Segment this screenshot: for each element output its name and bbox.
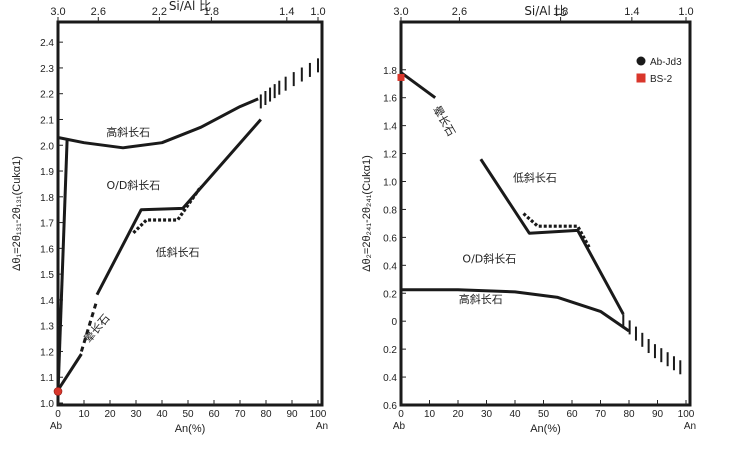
series-高斜长石	[57, 97, 259, 150]
top-tick-label: 1.0	[310, 6, 325, 18]
legend-label-Ab-Jd3: Ab-Jd3	[650, 57, 682, 68]
chart-left: 3.0 2.6 2.2 1.8 1.4 1.0 Si/Al 比 1.0 1.1 1.2 1.3 1.4…	[11, 0, 328, 435]
y-tick-label: 2.1	[40, 115, 54, 126]
x-tick-label: 0	[398, 409, 404, 420]
x-tick-label: 0	[55, 409, 61, 420]
annotation: O/D斜长石	[106, 179, 160, 192]
annotation: 晕长石	[81, 312, 112, 346]
top-tick-label: 1.0	[678, 6, 693, 18]
legend-swatch-BS-2	[636, 73, 646, 83]
top-tick-label: 2.6	[91, 6, 106, 18]
annotation: 低斜长石	[156, 246, 200, 259]
plot-frame	[399, 20, 692, 407]
legend-swatch-Ab-Jd3	[636, 56, 646, 66]
top-tick-label: 2.2	[152, 6, 167, 18]
y-tick-label: 1.7	[40, 219, 54, 230]
x-tick-label: 10	[424, 409, 436, 420]
x-tick-label: 80	[623, 409, 635, 420]
y-tick-label: 0	[391, 317, 397, 328]
y-tick-label: 0.4	[383, 373, 397, 384]
x-tick-label: 20	[104, 409, 116, 420]
x-tick-label: 70	[234, 409, 246, 420]
series-钠长石-segment	[56, 353, 83, 391]
x-end-label-end: An	[316, 421, 328, 432]
y-tick-label: 0.8	[383, 205, 397, 216]
y-tick-label: 1.0	[40, 399, 54, 410]
y-tick-label: 2.0	[40, 141, 54, 152]
x-axis-label: An(%)	[530, 423, 561, 435]
y-tick-label: 1.6	[40, 244, 54, 255]
legend-label-BS-2: BS-2	[650, 74, 673, 85]
chart-right: 3.0 2.6 1.8 1.4 1.0Si/Al 比1.81.61.41.21.00.8…	[361, 4, 696, 435]
y-tick-label: 1.5	[40, 270, 54, 281]
marker-BS-2	[397, 73, 405, 81]
x-end-label-start: Ab	[50, 421, 63, 432]
x-tick-label: 80	[260, 409, 272, 420]
top-tick-label: 3.0	[393, 6, 408, 18]
series-left-axis-line	[56, 140, 69, 393]
y-tick-label: 1.2	[383, 150, 397, 161]
y-tick-label: 1.2	[40, 347, 54, 358]
y-tick-label: 0.6	[383, 401, 397, 412]
x-tick-label: 30	[481, 409, 493, 420]
x-tick-label: 20	[452, 409, 464, 420]
top-tick-label: 1.8	[204, 6, 219, 18]
y-tick-label: 1.4	[40, 296, 54, 307]
y-tick-label: 0.2	[383, 289, 397, 300]
y-tick-label: 1.4	[383, 122, 397, 133]
top-tick-label: 3.0	[50, 6, 65, 18]
series-晕长石	[400, 71, 437, 99]
y-tick-label: 2.2	[40, 90, 54, 101]
series-低斜长石-dotted	[522, 212, 591, 248]
y-tick-label: 1.8	[383, 66, 397, 77]
top-axis-title: Si/Al 比	[524, 4, 566, 18]
y-tick-label: 1.3	[40, 322, 54, 333]
marker-BS-2	[53, 387, 63, 396]
series-低斜长石	[479, 158, 625, 315]
y-tick-label: 1.8	[40, 193, 54, 204]
y-tick-label: 1.0	[383, 178, 397, 189]
series-高斜长石	[401, 288, 630, 333]
x-tick-label: 10	[78, 409, 90, 420]
x-tick-label: 100	[310, 409, 327, 420]
y-tick-label: 2.4	[40, 38, 54, 49]
x-end-label-start: Ab	[393, 421, 406, 432]
x-tick-label: 50	[182, 409, 194, 420]
x-tick-label: 100	[678, 409, 695, 420]
x-end-label-end: An	[684, 421, 696, 432]
top-tick-label: 2.6	[452, 6, 467, 18]
series-低斜长石	[95, 118, 262, 296]
y-tick-label: 1.9	[40, 167, 54, 178]
x-tick-label: 60	[566, 409, 578, 420]
y-tick-label: 0.2	[383, 345, 397, 356]
x-axis-label: An(%)	[175, 423, 206, 435]
annotation: 高斜长石	[459, 292, 503, 306]
x-tick-label: 70	[595, 409, 607, 420]
y-tick-label: 0.4	[383, 261, 397, 272]
x-tick-label: 40	[156, 409, 168, 420]
x-tick-label: 60	[208, 409, 220, 420]
annotation: 高斜长石	[106, 125, 150, 139]
y-tick-label: 2.3	[40, 64, 54, 75]
annotation: 晕长石	[430, 104, 458, 139]
y-axis-label: Δθ₂=2θ₂₄₁-2θ₂₄₁(Cukα1)	[361, 155, 373, 272]
annotation: 低斜长石	[513, 172, 557, 185]
y-tick-label: 0.6	[383, 233, 397, 244]
y-axis-label: Δθ₁=2θ₁₃₁-2θ₁₃₁(Cukα1)	[11, 156, 23, 271]
x-tick-label: 30	[130, 409, 142, 420]
x-tick-label: 50	[538, 409, 550, 420]
top-axis-title: Si/Al 比	[169, 0, 211, 13]
top-tick-label: 1.4	[279, 6, 294, 18]
plot-frame	[56, 20, 324, 407]
top-tick-label: 1.8	[553, 6, 568, 18]
x-tick-label: 40	[509, 409, 521, 420]
y-tick-label: 1.1	[40, 373, 54, 384]
x-tick-label: 90	[652, 409, 664, 420]
top-tick-label: 1.4	[624, 6, 639, 18]
x-tick-label: 90	[286, 409, 298, 420]
annotation: O/D斜长石	[462, 253, 516, 266]
y-tick-label: 1.6	[383, 94, 397, 105]
